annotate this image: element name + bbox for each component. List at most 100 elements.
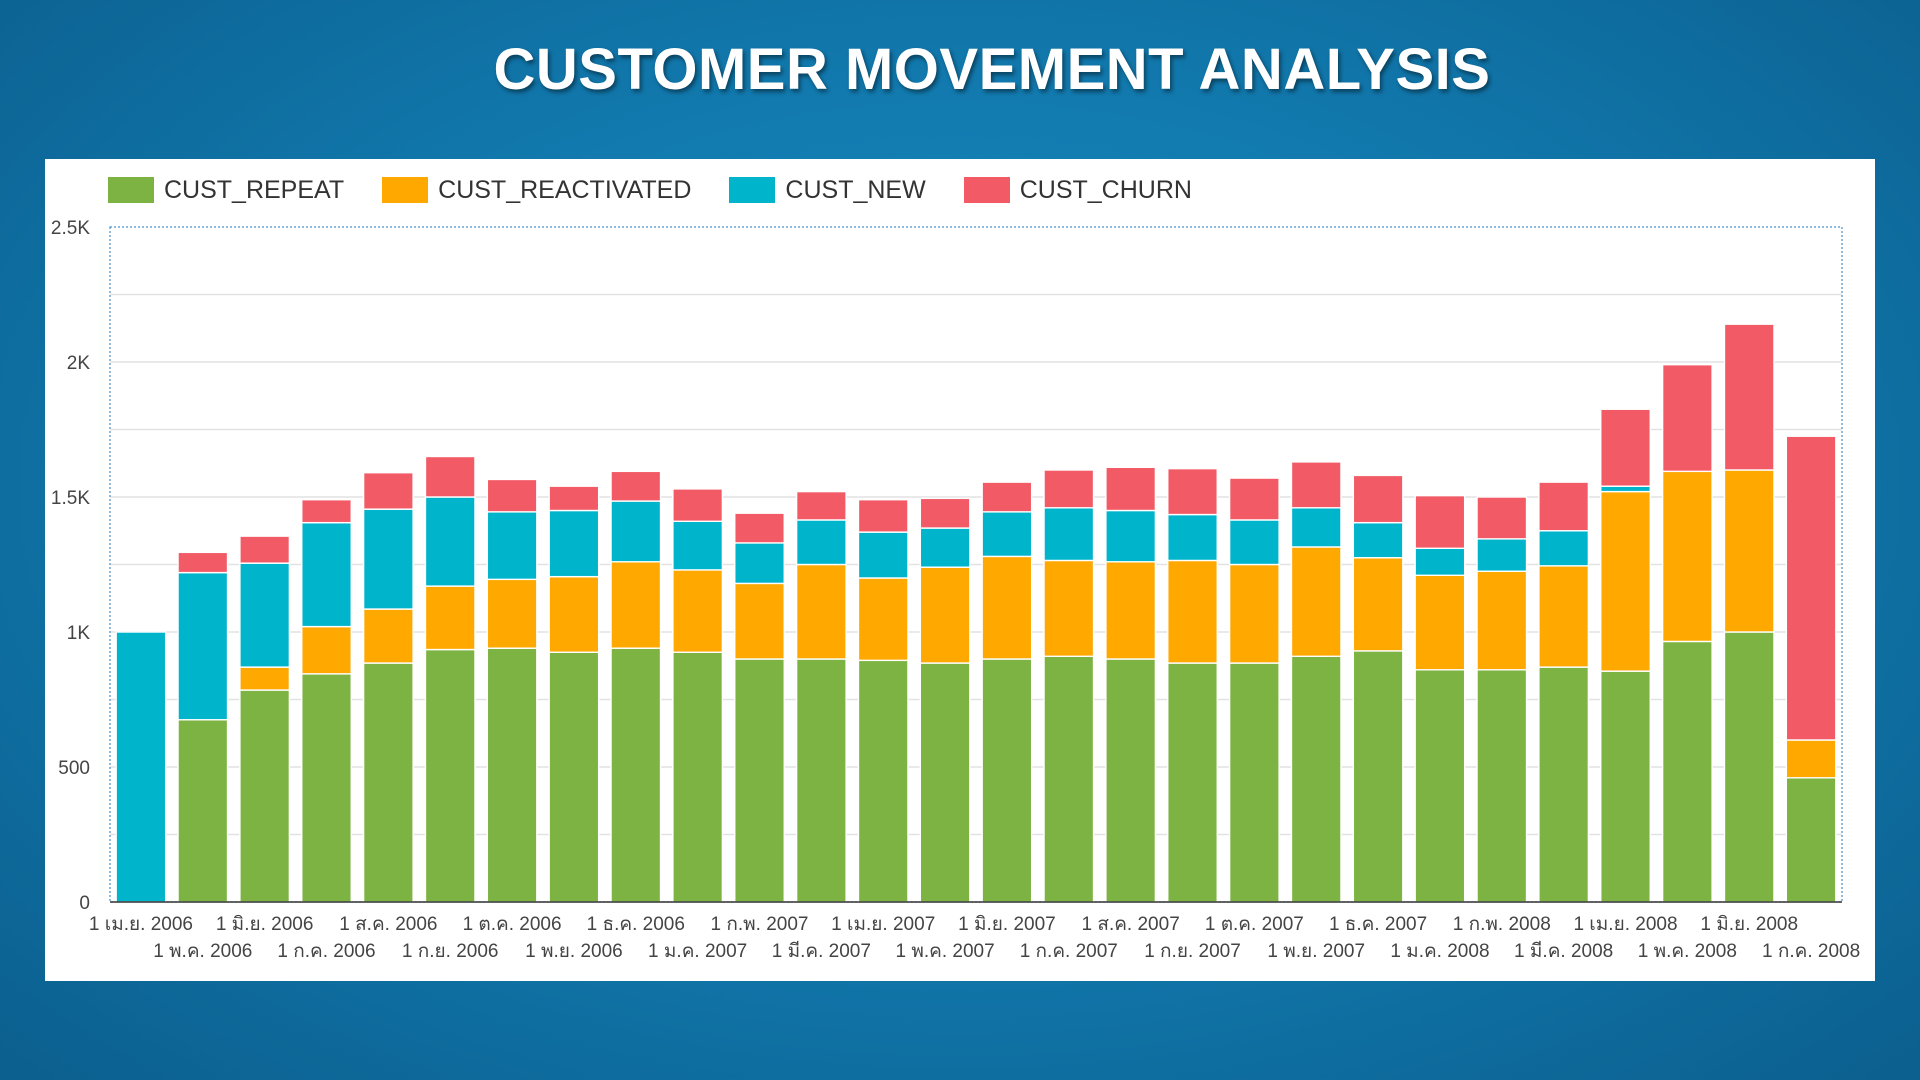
chart-legend: CUST_REPEAT CUST_REACTIVATED CUST_NEW CUST_… — [108, 175, 1230, 205]
bar-segment-cust-churn — [1723, 323, 1775, 471]
x-tick-label: 1 ม.ค. 2008 — [1390, 941, 1489, 962]
bar-segment-cust-repeat — [795, 658, 847, 903]
bar-segment-cust-reactivated — [1661, 470, 1713, 643]
x-tick-label: 1 ก.พ. 2007 — [711, 914, 809, 935]
bar-segment-cust-churn — [795, 490, 847, 521]
bar-segment-cust-new — [857, 531, 909, 579]
bar-segment-cust-repeat — [1661, 640, 1713, 903]
bar-segment-cust-churn — [1105, 466, 1157, 512]
x-tick-label: 1 ธ.ค. 2006 — [587, 914, 685, 935]
bar-segment-cust-reactivated — [1290, 546, 1342, 658]
bar-segment-cust-new — [239, 562, 291, 668]
chart-panel: CUST_REPEAT CUST_REACTIVATED CUST_NEW CUST_… — [45, 159, 1875, 981]
x-tick-label: 1 ก.พ. 2008 — [1453, 914, 1551, 935]
x-tick-label: 1 เม.ย. 2008 — [1573, 914, 1677, 935]
x-tick-label: 1 เม.ย. 2007 — [831, 914, 935, 935]
bar-segment-cust-churn — [1352, 474, 1404, 524]
bar-segment-cust-churn — [1476, 496, 1528, 540]
bar-segment-cust-new — [1167, 513, 1218, 562]
bar-segment-cust-repeat — [1476, 669, 1528, 903]
legend-label: CUST_REACTIVATED — [438, 175, 692, 204]
page-title: CUSTOMER MOVEMENT ANALYSIS — [493, 37, 1491, 102]
bar-segment-cust-new — [301, 521, 352, 628]
y-tick-label: 2.5K — [51, 218, 90, 239]
bar-segment-cust-reactivated — [1043, 559, 1095, 658]
bar-segment-cust-repeat — [486, 647, 538, 903]
y-tick-label: 2K — [67, 353, 91, 374]
bar-segment-cust-repeat — [672, 651, 724, 903]
bar-segment-cust-churn — [362, 472, 414, 510]
bar-segment-cust-new — [1352, 521, 1404, 559]
bar-segment-cust-repeat — [1290, 655, 1342, 903]
bar-segment-cust-repeat — [177, 719, 229, 903]
x-tick-label: 1 มี.ค. 2007 — [772, 940, 871, 962]
bar-segment-cust-new — [1414, 547, 1466, 576]
bar-segment-cust-reactivated — [1228, 563, 1280, 664]
legend-swatch — [729, 177, 776, 203]
bar-segment-cust-repeat — [1600, 670, 1651, 903]
bar-segment-cust-churn — [1600, 408, 1651, 487]
bar-segment-cust-new — [362, 508, 414, 610]
bar-segment-cust-reactivated — [486, 578, 538, 649]
legend-swatch — [108, 177, 154, 203]
legend-item-cust-reactivated[interactable]: CUST_REACTIVATED — [382, 176, 691, 205]
y-tick-label: 500 — [58, 758, 90, 779]
bar-segment-cust-reactivated — [1785, 739, 1837, 779]
y-tick-label: 1.5K — [51, 488, 90, 509]
x-tick-label: 1 มิ.ย. 2008 — [1700, 914, 1798, 935]
bar-segment-cust-reactivated — [672, 569, 724, 653]
bar-segment-cust-churn — [1043, 469, 1095, 509]
bar-segment-cust-new — [486, 511, 538, 581]
bar-segment-cust-churn — [672, 488, 724, 522]
bar-segment-cust-reactivated — [857, 577, 909, 662]
bar-segment-cust-new — [1600, 485, 1651, 493]
x-tick-label: 1 พ.ย. 2007 — [1267, 941, 1365, 962]
x-tick-label: 1 มิ.ย. 2007 — [958, 914, 1056, 935]
legend-label: CUST_NEW — [785, 175, 926, 204]
bar-segment-cust-repeat — [1538, 666, 1590, 903]
x-tick-label: 1 พ.ค. 2006 — [153, 941, 252, 962]
bar-segment-cust-repeat — [1228, 662, 1280, 903]
bar-segment-cust-repeat — [362, 662, 414, 903]
bar-segment-cust-reactivated — [734, 582, 785, 660]
stacked-bar-chart: 0 500 1K 1.5K 2K 2.5K 1 เม.ย. 2006 1 พ.ค. 2006 1… — [51, 218, 1860, 962]
bar-segment-cust-repeat — [1352, 650, 1404, 903]
bar-segment-cust-reactivated — [1538, 565, 1590, 668]
bar-segment-cust-repeat — [734, 658, 785, 903]
bar-segment-cust-new — [1043, 507, 1095, 562]
bar-segment-cust-new — [424, 496, 476, 587]
legend-swatch — [963, 177, 1010, 203]
bar-segment-cust-repeat — [1723, 631, 1775, 903]
x-tick-label: 1 ม.ค. 2007 — [648, 941, 747, 962]
legend-item-cust-repeat[interactable]: CUST_REPEAT — [108, 176, 344, 205]
bar-segment-cust-new — [1290, 507, 1342, 548]
bar-segment-cust-new — [1105, 509, 1157, 563]
bar-segment-cust-churn — [734, 512, 785, 544]
bar-segment-cust-reactivated — [362, 608, 414, 664]
x-tick-label: 1 ต.ค. 2007 — [1205, 914, 1304, 935]
x-tick-label: 1 ต.ค. 2006 — [463, 914, 562, 935]
bar-segment-cust-reactivated — [1414, 574, 1466, 671]
bar-segment-cust-reactivated — [610, 561, 662, 649]
legend-label: CUST_REPEAT — [164, 175, 345, 204]
bar-segment-cust-churn — [1290, 461, 1342, 509]
legend-item-cust-new[interactable]: CUST_NEW — [729, 175, 926, 205]
bar-segment-cust-reactivated — [1723, 469, 1775, 633]
bar-segment-cust-reactivated — [981, 555, 1033, 660]
bar-segment-cust-repeat — [919, 662, 971, 903]
bar-segment-cust-churn — [177, 551, 229, 574]
legend-item-cust-churn[interactable]: CUST_CHURN — [963, 176, 1192, 205]
bar-segment-cust-churn — [1785, 435, 1837, 741]
bar-segment-cust-churn — [919, 497, 971, 529]
x-tick-label: 1 พ.ค. 2008 — [1638, 941, 1737, 962]
bar-segment-cust-churn — [1167, 467, 1218, 516]
bar-segment-cust-repeat — [1105, 658, 1157, 903]
bar-segment-cust-repeat — [548, 651, 600, 903]
bar-segment-cust-repeat — [610, 647, 662, 903]
bar-segment-cust-reactivated — [1352, 557, 1404, 652]
x-tick-label: 1 ธ.ค. 2007 — [1329, 914, 1427, 935]
x-tick-label: 1 มี.ค. 2008 — [1514, 940, 1613, 962]
bar-segment-cust-repeat — [857, 659, 909, 903]
bar-segment-cust-new — [981, 511, 1033, 558]
bar-segment-cust-new — [1228, 519, 1280, 566]
